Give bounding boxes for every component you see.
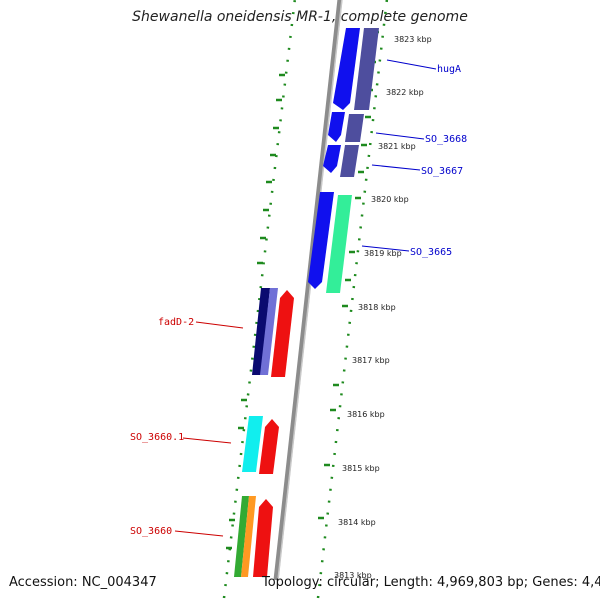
genome-backbone xyxy=(273,0,343,581)
gene-label-leader xyxy=(182,437,232,444)
gene-hugA-arrow xyxy=(333,28,360,110)
gene-SO_3660.1-arrow xyxy=(259,419,279,474)
gene-label-leader xyxy=(386,59,437,70)
gene-label-SO_3660: SO_3660 xyxy=(130,526,172,537)
gene-SO_3660-block-green xyxy=(234,496,249,577)
gene-label-leader xyxy=(361,245,410,252)
gene-SO_3660.1-block xyxy=(242,416,263,472)
gene-hugA-outer-block xyxy=(354,28,379,110)
accession-text: Accession: NC_004347 xyxy=(9,575,157,590)
gene-label-fadD-2: fadD-2 xyxy=(158,317,194,328)
gene-label-SO_3660.1: SO_3660.1 xyxy=(130,432,184,443)
gene-SO_3660-arrow xyxy=(253,499,273,577)
gene-label-SO_3668: SO_3668 xyxy=(425,134,467,145)
gene-SO_3665-arrow xyxy=(308,192,334,289)
gene-SO_3668-arrow xyxy=(328,112,345,142)
kbp-label: 3817 kbp xyxy=(352,356,390,365)
gene-label-leader xyxy=(174,530,224,537)
scale-tick-marks xyxy=(226,30,379,550)
kbp-label: 3820 kbp xyxy=(371,195,409,204)
gene-fadD-2-block-dark xyxy=(252,288,270,375)
kbp-label: 3822 kbp xyxy=(386,88,424,97)
gene-SO_3668-outer-block xyxy=(345,114,364,142)
kbp-label: 3816 kbp xyxy=(347,410,385,419)
kbp-label: 3819 kbp xyxy=(364,249,402,258)
gene-label-SO_3667: SO_3667 xyxy=(421,166,463,177)
gene-label-SO_3665: SO_3665 xyxy=(410,247,452,258)
kbp-label: 3815 kbp xyxy=(342,464,380,473)
kbp-label: 3814 kbp xyxy=(338,518,376,527)
topology-text: Topology: circular; Length: 4,969,803 bp… xyxy=(262,575,600,590)
gene-SO_3667-arrow xyxy=(323,145,341,173)
kbp-label: 3823 kbp xyxy=(394,35,432,44)
map-title: Shewanella oneidensis MR-1, complete gen… xyxy=(132,9,468,25)
gene-label-leader xyxy=(195,321,244,329)
gene-SO_3660-block-orange xyxy=(241,496,256,577)
gene-fadD-2-arrow xyxy=(271,290,294,377)
gene-label-leader xyxy=(371,164,421,171)
kbp-label: 3818 kbp xyxy=(358,303,396,312)
gene-SO_3665-outer-block xyxy=(326,195,352,293)
kbp-label: 3813 kbp xyxy=(334,571,372,580)
gene-SO_3667-outer-block xyxy=(340,145,359,177)
gene-fadD-2-block-light xyxy=(260,288,278,375)
genome-backbone-highlight xyxy=(277,0,343,581)
gene-label-leader xyxy=(375,132,425,140)
gene-label-hugA: hugA xyxy=(437,64,461,75)
kbp-label: 3821 kbp xyxy=(378,142,416,151)
